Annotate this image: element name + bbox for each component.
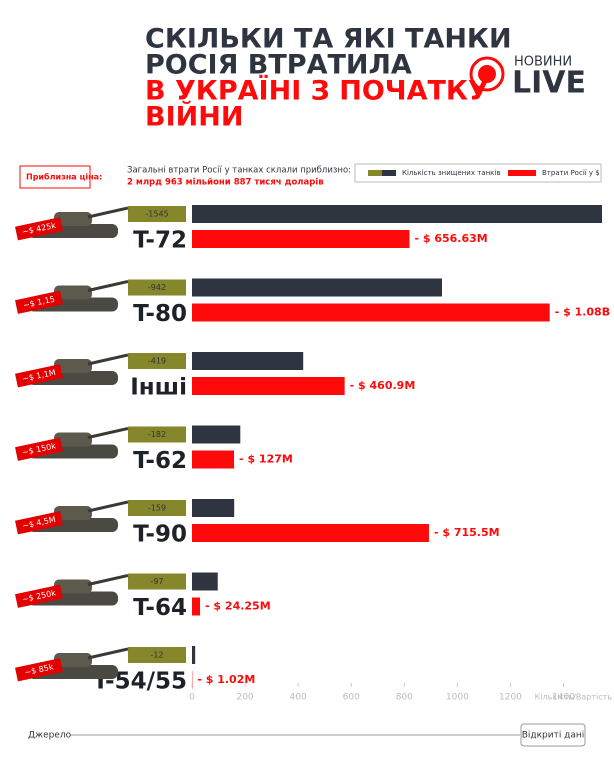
price-tag [15,658,63,682]
count-label-box [128,573,186,590]
count-label-box [128,279,186,296]
count-label: -12 [150,651,163,660]
x-tick-label: 400 [290,693,307,703]
x-tick-label: 1000 [446,693,469,703]
price-tag [15,437,63,461]
open-data-button[interactable] [520,723,586,747]
tank-gun [87,500,129,513]
tank-name: Інші [130,375,187,401]
cost-label: - $ 656.63M [414,232,487,245]
tank-turret [54,212,92,226]
x-tick-label: 800 [396,693,413,703]
tank-turret [54,579,92,594]
count-bar [192,646,196,664]
title-line: В УКРАЇНІ З ПОЧАТКУ [145,75,489,107]
count-bar [192,352,304,370]
tank-name: T-64 [133,595,187,621]
price-tag [15,217,63,241]
count-label: -1545 [145,210,168,219]
legend-swatch [382,170,396,176]
tank-turret [54,359,92,373]
count-bar [192,499,235,517]
count-label-box [128,353,186,369]
count-label-box [128,426,186,443]
tank-image: ~$ 150k [15,427,129,461]
tank-gun [87,280,129,292]
tank-image: ~$ 1,15 [15,280,129,314]
legend-label: Кількість знищених танків [402,169,500,177]
logo-top: НОВИНИ [514,55,572,70]
tank-image: ~$ 250k [15,574,129,608]
x-tick-label: 1400 [552,693,575,703]
tank-gun [87,574,129,586]
count-label: -97 [150,577,163,586]
title-line: РОСІЯ ВТРАТИЛА [145,50,412,81]
cost-bar [192,450,235,469]
tank-image: ~$ 4,5M [15,500,129,535]
cost-bar [192,377,345,395]
legend-label: Втрати Росії у $ [542,169,600,177]
tank-gun [87,353,129,366]
price-tag [15,511,63,535]
cost-bar [192,230,410,248]
total: 2 млрд 963 мільйони 887 тисяч доларів [127,177,324,188]
cost-label: - $ 715.5M [434,526,500,539]
cost-label: - $ 460.9M [350,379,416,392]
count-bar [192,278,442,297]
x-tick-label: 0 [189,693,195,703]
count-label-box [128,206,186,222]
tank-name: T-62 [133,448,187,474]
count-label: -159 [148,504,166,513]
tank-gun [87,647,129,660]
cost-label: - $ 1.08B [555,306,610,319]
count-label: -942 [148,283,166,292]
x-axis-label: Кількість/Вартість [535,693,613,702]
cost-bar [192,303,550,322]
count-label: -182 [148,430,166,439]
tank-name: T-90 [133,522,187,548]
title-line: ВІЙНИ [145,101,243,133]
cost-bar [192,524,429,542]
x-tick-label: 600 [343,693,360,703]
tank-turret [54,432,92,447]
legend-box [354,163,602,183]
tank-turret [54,653,92,667]
logo-dot [478,65,496,83]
cost-label: - $ 24.25M [205,600,271,613]
x-tick-label: 1200 [499,693,522,703]
source: Джерело [28,731,72,741]
total-note: Загальні втрати Росії у танках склали пр… [127,166,351,176]
price-box [19,165,91,189]
price-tag [15,584,63,608]
logo-bottom: LIVE [512,66,586,101]
x-tick-label: 200 [236,693,253,703]
legend-swatch [508,170,536,176]
count-label-box [128,647,186,663]
tank-turret [54,285,92,300]
open-data-label[interactable]: Відкриті дані [522,731,585,741]
count-label-box [128,500,186,516]
cost-label: - $ 1.02M [197,673,255,686]
price-tag [15,290,63,314]
count-bar [192,205,603,223]
tank-image: ~$ 425k [15,206,129,241]
tank-gun [87,427,129,439]
tank-gun [87,206,129,219]
tank-turret [54,506,92,520]
price-tag [15,364,63,388]
tank-image: ~$ 85k [15,647,129,682]
cost-label: - $ 127M [239,453,293,466]
count-bar [192,572,218,591]
tank-name: T-72 [133,228,187,254]
price-title: Приблизна ціна: [26,172,102,182]
title-line: СКІЛЬКИ ТА ЯКІ ТАНКИ [145,24,512,55]
count-label: -419 [148,357,166,366]
cost-bar [192,597,201,616]
logo-ring [469,56,505,92]
tank-image: ~$ 1,1M [15,353,129,388]
tank-name: T-80 [133,301,187,327]
count-bar [192,425,241,444]
